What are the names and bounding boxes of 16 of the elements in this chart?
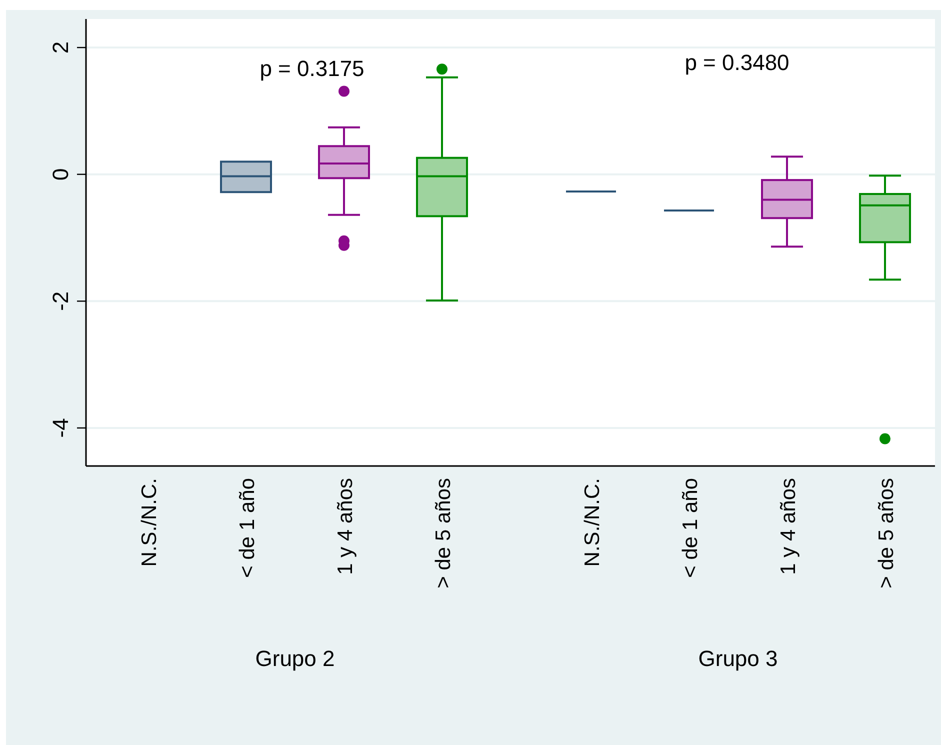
text: Grupo 2 [255, 646, 335, 671]
x-tick-label: < de 1 año [679, 478, 702, 578]
y-tick-label: -2 [48, 291, 73, 311]
annotation: p = 0.3480 [684, 50, 790, 75]
y-tick-label: 0 [48, 168, 73, 180]
x-tick-label: 1 y 4 años [334, 478, 357, 575]
y-tick-label: -4 [48, 418, 73, 438]
x-tick-label: > de 5 años [875, 478, 898, 588]
x-tick-label: < de 1 año [236, 478, 259, 578]
x-tick-label: N.S./N.C. [581, 478, 604, 567]
annotation: p = 0.3175 [260, 56, 364, 81]
x-tick-label: > de 5 años [432, 478, 455, 588]
x-tick-label: 1 y 4 años [777, 478, 800, 575]
text: Grupo 3 [698, 646, 778, 671]
y-tick-label: 2 [48, 41, 73, 54]
x-tick-label: N.S./N.C. [138, 478, 161, 567]
